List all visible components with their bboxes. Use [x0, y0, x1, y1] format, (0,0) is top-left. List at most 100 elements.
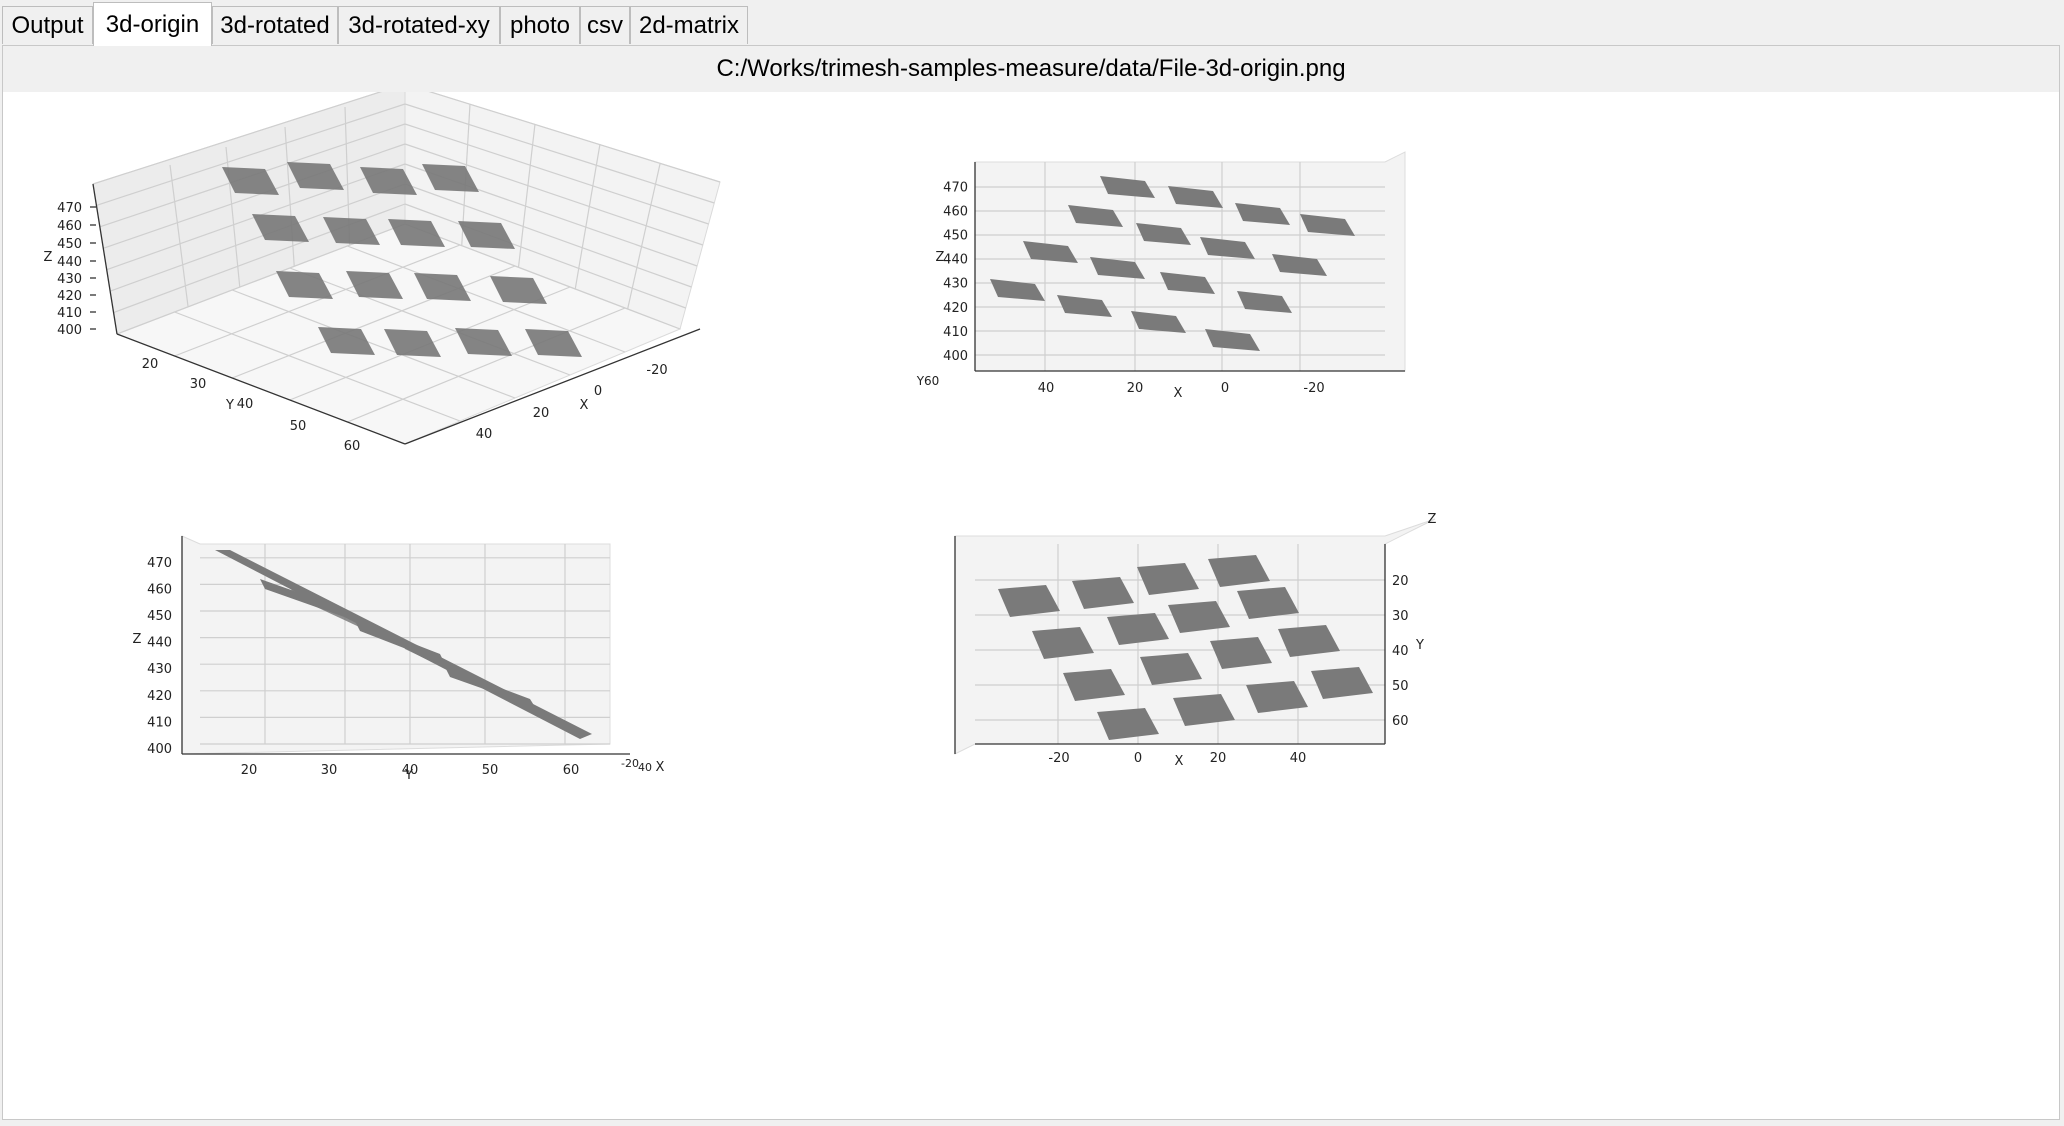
grid-line — [109, 183, 406, 292]
tab-3d-origin[interactable]: 3d-origin — [93, 2, 212, 46]
point-patch — [346, 271, 403, 299]
z-tick-label: 450 — [57, 237, 82, 252]
point-patch — [1160, 272, 1215, 294]
grid-line — [404, 203, 686, 309]
z-tick-label: 400 — [943, 349, 968, 364]
point-patch — [1173, 694, 1235, 726]
z-tick-label: 470 — [57, 201, 82, 216]
z-tick-label: 430 — [57, 272, 82, 287]
grid-line — [174, 311, 461, 422]
grid-line — [284, 126, 295, 267]
point-patch — [1063, 669, 1125, 701]
point-patch — [388, 219, 445, 247]
z-tick-label: 440 — [147, 636, 172, 651]
tab-output[interactable]: Output — [2, 6, 93, 44]
z-axis-label: Z — [133, 632, 142, 647]
z-tick-label: 470 — [147, 556, 172, 571]
point-patch — [458, 221, 515, 249]
z-tick-label: 440 — [57, 255, 82, 270]
image-panel: C:/Works/trimesh-samples-measure/data/Fi… — [2, 45, 2060, 1120]
point-patch — [1032, 627, 1094, 659]
y-tick-label: 50 — [482, 763, 499, 778]
grid-line — [231, 289, 516, 399]
point-patch — [1072, 577, 1134, 609]
x-tick-label: 40 — [476, 427, 493, 442]
z-tick-label: 460 — [57, 219, 82, 234]
point-patch — [360, 167, 417, 195]
x-tick-label: 20 — [1210, 751, 1227, 766]
x-tick-label: -20 — [646, 363, 667, 378]
z-tick-label: 460 — [943, 204, 968, 219]
point-patch — [1278, 625, 1340, 657]
point-patch — [318, 327, 375, 355]
x-tick-label: 20 — [533, 406, 550, 421]
point-patch — [422, 164, 479, 192]
z-tick-label: 430 — [147, 662, 172, 677]
x-axis-line — [404, 328, 701, 445]
y-axis-label: Y — [1415, 638, 1424, 653]
plot-top: -20 0 20 40 X 20 30 40 50 60 Y Z — [954, 512, 1437, 769]
y-tick-label: 30 — [190, 377, 207, 392]
tab-photo[interactable]: photo — [500, 6, 580, 44]
point-patch — [1068, 205, 1123, 227]
point-streak — [290, 587, 385, 639]
y-tick-label: 60 — [344, 439, 361, 454]
grid-line — [96, 103, 406, 206]
point-patch — [1200, 237, 1255, 259]
z-tick-label: 470 — [943, 180, 968, 195]
point-patch — [1168, 601, 1230, 633]
point-patch — [1246, 681, 1308, 713]
point-patch — [1090, 257, 1145, 279]
tab-3d-rotated-xy[interactable]: 3d-rotated-xy — [338, 6, 500, 44]
point-patch — [1107, 613, 1169, 645]
y-tick-label: 40 — [402, 763, 419, 778]
point-patch — [1208, 555, 1270, 587]
point-patch — [455, 328, 512, 356]
x-tick-label: -20 — [1048, 751, 1069, 766]
z-tick-label: 440 — [943, 253, 968, 268]
point-patch — [1237, 291, 1292, 313]
x-axis-label: X — [656, 760, 665, 775]
z-tick-label: 410 — [57, 306, 82, 321]
grid-line — [627, 163, 661, 310]
z-tick-label: 400 — [57, 323, 82, 338]
tab-2d-matrix[interactable]: 2d-matrix — [630, 6, 748, 44]
x-corner-label: 40 — [638, 761, 652, 774]
grid-line — [289, 267, 571, 376]
x-tick-label: 40 — [1038, 381, 1055, 396]
x-axis-label: X — [1175, 754, 1184, 769]
x-axis-label: X — [580, 398, 589, 413]
tab-csv[interactable]: csv — [580, 6, 630, 44]
z-axis-line — [92, 183, 118, 335]
point-patch — [1137, 563, 1199, 595]
point-patch — [414, 273, 471, 301]
x-tick-label: 0 — [1134, 751, 1142, 766]
x-corner-label: -20 — [621, 757, 639, 770]
z-tick-label: 410 — [943, 325, 968, 340]
x-tick-label: -20 — [1303, 381, 1324, 396]
point-patch — [222, 167, 279, 195]
x-tick-label: 40 — [1290, 751, 1307, 766]
y-tick-label: 20 — [241, 763, 258, 778]
y-tick-label: 40 — [1392, 644, 1409, 659]
point-patch — [490, 276, 547, 304]
y-axis-line — [116, 333, 406, 445]
grid-line — [404, 83, 721, 183]
grid-line — [347, 245, 626, 353]
grid-line — [103, 143, 406, 249]
grid-line — [404, 103, 715, 204]
point-streak — [400, 639, 505, 697]
y-tick-label: 20 — [1392, 574, 1409, 589]
z-tick-label: 420 — [57, 289, 82, 304]
grid-line — [231, 265, 516, 379]
point-patch — [1300, 214, 1355, 236]
plot-isometric: 400 410 420 430 440 450 460 470 Z 20 30 40 50 60 Y -20 0… — [44, 83, 721, 454]
point-patch — [1311, 667, 1373, 699]
grid-line — [404, 143, 704, 246]
y-axis-label: Y — [404, 768, 413, 783]
y-tick-label: 60 — [563, 763, 580, 778]
file-path-label: C:/Works/trimesh-samples-measure/data/Fi… — [3, 46, 2059, 92]
tab-3d-rotated[interactable]: 3d-rotated — [212, 6, 338, 44]
z-tick-label: 400 — [147, 742, 172, 757]
